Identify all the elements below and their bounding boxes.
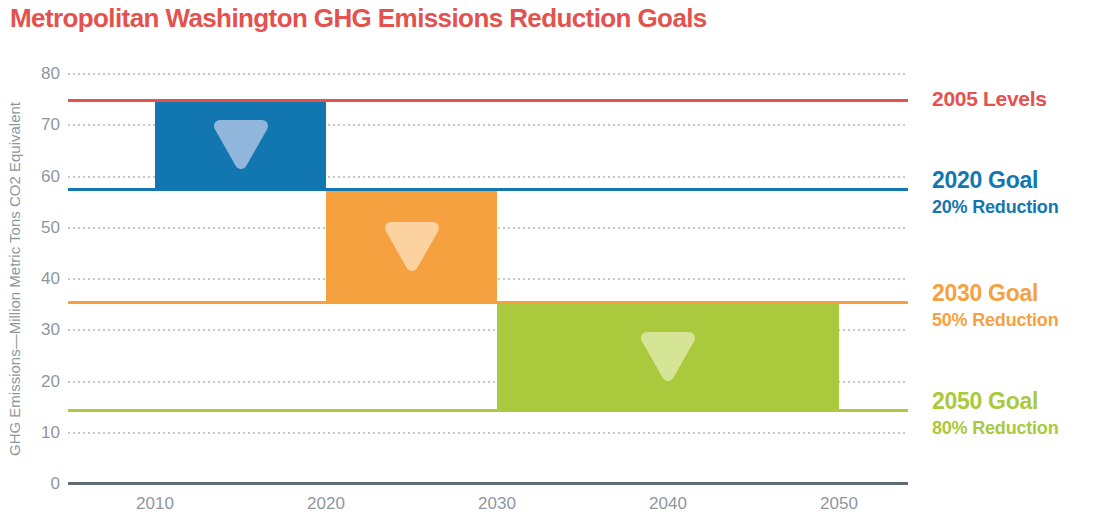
- x-tick-label-2030: 2030: [455, 494, 539, 514]
- x-tick-label-2050: 2050: [797, 494, 881, 514]
- down-triangle-icon: [383, 219, 441, 273]
- ghg-emissions-goals-chart: Metropolitan Washington GHG Emissions Re…: [0, 0, 1100, 521]
- goal-label-2020: 2020 Goal 20% Reduction: [932, 169, 1058, 216]
- x-axis-line: [68, 482, 908, 485]
- y-tick-label-40: 40: [26, 269, 60, 289]
- goal-label-2050: 2050 Goal 80% Reduction: [932, 390, 1058, 437]
- goal-label-2030: 2030 Goal 50% Reduction: [932, 282, 1058, 329]
- x-tick-label-2040: 2040: [626, 494, 710, 514]
- goal-sublabel-text: 80% Reduction: [932, 419, 1058, 437]
- y-tick-label-50: 50: [26, 218, 60, 238]
- y-tick-label-60: 60: [26, 167, 60, 187]
- y-tick-label-0: 0: [26, 474, 60, 494]
- y-axis-title: GHG Emissions—Million Metric Tons CO2 Eq…: [6, 102, 23, 456]
- down-triangle-icon: [639, 329, 697, 383]
- goal-label-text: 2020 Goal: [932, 169, 1058, 192]
- chart-title: Metropolitan Washington GHG Emissions Re…: [10, 3, 707, 34]
- x-tick-label-2020: 2020: [284, 494, 368, 514]
- plot-area: [68, 74, 908, 484]
- y-tick-label-80: 80: [26, 64, 60, 84]
- goal-bar-2020: [155, 100, 326, 190]
- goal-sublabel-text: 20% Reduction: [932, 198, 1058, 216]
- goal-sublabel-text: 50% Reduction: [932, 311, 1058, 329]
- y-tick-label-70: 70: [26, 115, 60, 135]
- level-line-2030-goal: [68, 301, 908, 304]
- y-tick-label-30: 30: [26, 320, 60, 340]
- goal-bar-2030: [326, 189, 497, 302]
- gridline-80: [68, 73, 908, 75]
- y-tick-label-20: 20: [26, 372, 60, 392]
- level-line-2005-levels: [68, 99, 908, 102]
- goal-label-text: 2050 Goal: [932, 390, 1058, 413]
- baseline-label-text: 2005 Levels: [932, 88, 1047, 109]
- gridline-10: [68, 432, 908, 434]
- goal-label-text: 2030 Goal: [932, 282, 1058, 305]
- y-tick-label-10: 10: [26, 423, 60, 443]
- goal-bar-2050: [497, 302, 839, 410]
- level-line-2020-goal: [68, 188, 908, 191]
- x-tick-label-2010: 2010: [113, 494, 197, 514]
- baseline-level-label: 2005 Levels: [932, 88, 1047, 109]
- down-triangle-icon: [212, 117, 270, 171]
- level-line-2050-goal: [68, 409, 908, 412]
